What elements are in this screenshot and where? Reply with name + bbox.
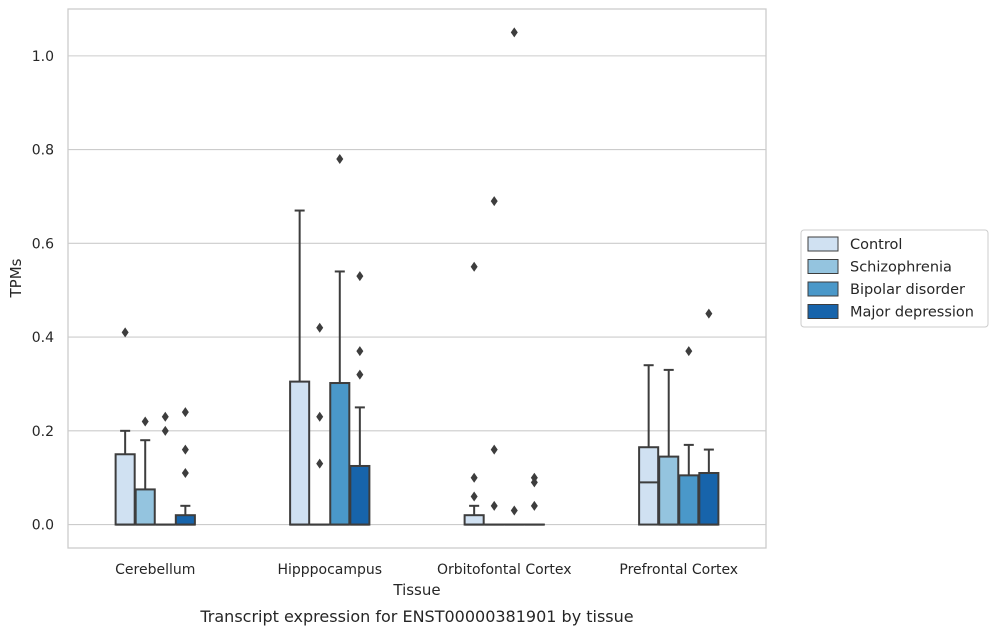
outlier-point <box>705 308 713 319</box>
outlier-point <box>490 196 498 207</box>
outlier-point <box>141 416 149 427</box>
box-major-depression <box>174 407 196 526</box>
outlier-point <box>181 407 189 418</box>
legend-swatch <box>807 304 839 319</box>
outlier-point <box>181 468 189 479</box>
outlier-point <box>530 500 538 511</box>
legend-label: Control <box>850 237 902 253</box>
box-control <box>289 209 311 526</box>
y-tick-label: 1.0 <box>32 49 54 65</box>
outlier-point <box>316 458 324 469</box>
outlier-point <box>530 477 538 488</box>
outlier-point <box>336 153 344 164</box>
box-bipolar-disorder <box>503 27 525 526</box>
outlier-point <box>685 346 693 357</box>
box-major-depression <box>523 472 545 526</box>
y-tick-label: 0.0 <box>32 518 54 534</box>
legend-label: Schizophrenia <box>850 260 952 276</box>
gridlines <box>68 55 766 526</box>
plot-frame <box>67 8 767 549</box>
outlier-point <box>356 346 364 357</box>
box-body <box>289 380 311 526</box>
x-tick-label: Cerebellum <box>115 562 195 578</box>
box-control <box>463 261 485 526</box>
boxes <box>114 27 720 526</box>
x-tick-labels: Cerebellum Hipppocampus Orbitofontal Corte… <box>115 562 738 578</box>
legend-label: Bipolar disorder <box>850 282 965 298</box>
legend-swatch <box>807 259 839 274</box>
outlier-point <box>490 444 498 455</box>
outlier-point <box>356 369 364 380</box>
box-schizophrenia <box>134 416 156 526</box>
outlier-point <box>470 491 478 502</box>
box-body <box>329 382 351 526</box>
outlier-point <box>161 411 169 422</box>
outlier-point <box>490 500 498 511</box>
outlier-point <box>470 261 478 272</box>
box-bipolar-disorder <box>329 153 351 526</box>
box-control <box>114 327 136 526</box>
y-tick-label: 0.2 <box>32 424 54 440</box>
outlier-point <box>161 425 169 436</box>
box-body <box>678 474 700 526</box>
y-tick-label: 0.4 <box>32 330 54 346</box>
box-schizophrenia <box>309 322 331 526</box>
box-bipolar-disorder <box>154 411 176 526</box>
x-axis-label: Tissue <box>392 581 440 599</box>
box-body <box>698 472 720 526</box>
legend: Control Schizophrenia Bipolar disorder Majo… <box>800 229 989 328</box>
box-schizophrenia <box>483 196 505 526</box>
y-tick-label: 0.6 <box>32 236 54 252</box>
y-tick-label: 0.8 <box>32 143 54 159</box>
outlier-point <box>470 472 478 483</box>
box-body <box>134 488 156 526</box>
outlier-point <box>121 327 129 338</box>
y-tick-labels: 0.0 0.2 0.4 0.6 0.8 1.0 <box>32 49 54 534</box>
box-major-depression <box>698 308 720 526</box>
outlier-point <box>510 505 518 516</box>
x-tick-label: Hipppocampus <box>277 562 382 578</box>
box-body <box>114 453 136 526</box>
legend-frame <box>800 229 989 328</box>
legend-swatch <box>807 236 839 252</box>
box-schizophrenia <box>658 368 680 526</box>
legend-swatch <box>807 281 839 297</box>
x-tick-label: Orbitofontal Cortex <box>437 562 572 578</box>
box-major-depression <box>349 271 371 526</box>
outlier-point <box>510 27 518 38</box>
legend-items: Control Schizophrenia Bipolar disorder Majo… <box>807 236 974 321</box>
box-body <box>638 446 660 526</box>
box-body <box>463 514 485 526</box>
outlier-point <box>181 444 189 455</box>
box-control <box>638 364 660 526</box>
outlier-point <box>316 322 324 333</box>
y-axis-label: TPMs <box>7 258 25 298</box>
outlier-point <box>356 271 364 282</box>
box-body <box>174 514 196 526</box>
chart-caption: Transcript expression for ENST0000038190… <box>199 607 633 626</box>
x-tick-label: Prefrontal Cortex <box>619 562 738 578</box>
legend-label: Major depression <box>850 305 974 321</box>
outlier-point <box>316 411 324 422</box>
box-bipolar-disorder <box>678 346 700 526</box>
box-body <box>658 455 680 526</box>
box-body <box>349 464 371 526</box>
